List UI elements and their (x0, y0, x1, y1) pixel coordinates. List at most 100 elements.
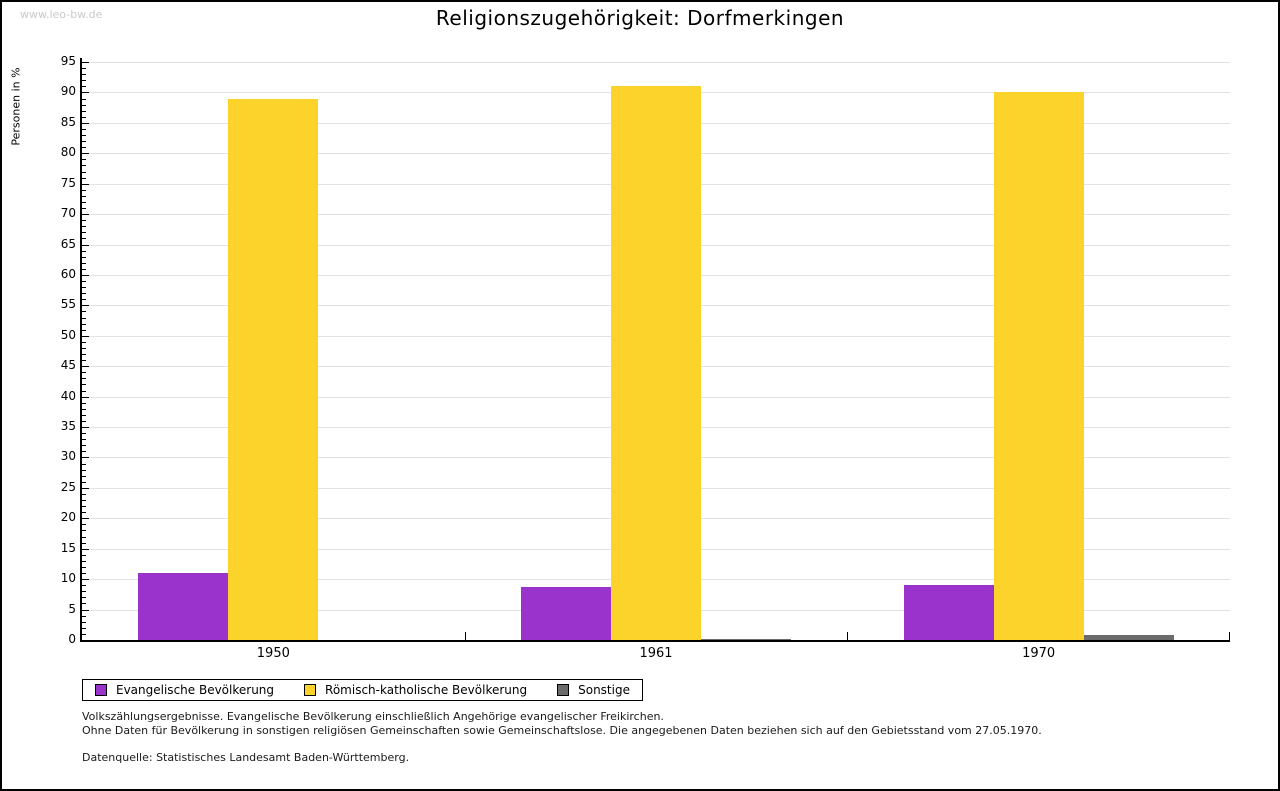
y-major-tick-90 (82, 92, 89, 94)
y-minor-tick-9 (82, 585, 86, 587)
legend-item-evangelisch: Evangelische Bevölkerung (95, 683, 274, 697)
y-minor-tick-28 (82, 469, 86, 471)
y-minor-tick-48 (82, 347, 86, 349)
y-minor-tick-51 (82, 329, 86, 331)
y-minor-tick-29 (82, 463, 86, 465)
y-minor-tick-38 (82, 408, 86, 410)
y-minor-tick-59 (82, 281, 86, 283)
y-minor-tick-67 (82, 232, 86, 234)
y-tick-label-90: 90 (60, 84, 76, 99)
y-minor-tick-13 (82, 560, 86, 562)
y-tick-label-5: 5 (68, 601, 76, 616)
y-minor-tick-36 (82, 420, 86, 422)
legend-label: Römisch-katholische Bevölkerung (325, 683, 528, 697)
y-tick-label-0: 0 (68, 632, 76, 646)
y-major-tick-15 (82, 548, 89, 550)
y-minor-tick-41 (82, 390, 86, 392)
y-minor-tick-37 (82, 414, 86, 416)
y-minor-tick-26 (82, 481, 86, 483)
y-minor-tick-44 (82, 372, 86, 374)
y-minor-tick-18 (82, 530, 86, 532)
y-minor-tick-21 (82, 512, 86, 514)
bar-1961-sonstige (701, 639, 791, 640)
y-minor-tick-76 (82, 177, 86, 179)
y-minor-tick-82 (82, 141, 86, 143)
y-minor-tick-47 (82, 354, 86, 356)
y-tick-label-95: 95 (60, 54, 76, 68)
y-minor-tick-3 (82, 621, 86, 623)
y-minor-tick-77 (82, 171, 86, 173)
y-minor-tick-72 (82, 201, 86, 203)
y-tick-label-35: 35 (60, 419, 76, 434)
y-minor-tick-62 (82, 262, 86, 264)
y-tick-label-75: 75 (60, 175, 76, 190)
x-axis-line (80, 640, 1230, 642)
bar-1961-evangelisch (521, 587, 611, 640)
y-major-tick-85 (82, 122, 89, 124)
bar-1970-evangelisch (904, 585, 994, 640)
y-axis-line (80, 58, 82, 642)
y-tick-label-30: 30 (60, 449, 76, 464)
y-major-tick-95 (82, 62, 89, 63)
y-minor-tick-86 (82, 116, 86, 118)
y-tick-label-60: 60 (60, 266, 76, 281)
y-minor-tick-4 (82, 615, 86, 617)
x-tick-label-1970: 1970 (1022, 646, 1056, 661)
y-minor-tick-61 (82, 268, 86, 270)
y-minor-tick-69 (82, 220, 86, 222)
y-major-tick-60 (82, 274, 89, 276)
y-minor-tick-19 (82, 524, 86, 526)
y-minor-tick-39 (82, 402, 86, 404)
x-tick-label-1950: 1950 (256, 646, 290, 661)
y-minor-tick-91 (82, 86, 86, 88)
y-major-tick-75 (82, 183, 89, 185)
y-minor-tick-54 (82, 311, 86, 313)
data-source: Datenquelle: Statistisches Landesamt Bad… (82, 751, 410, 764)
y-major-tick-45 (82, 366, 89, 368)
y-major-tick-50 (82, 335, 89, 337)
legend-swatch-icon (557, 684, 570, 696)
y-minor-tick-14 (82, 554, 86, 556)
y-tick-label-50: 50 (60, 327, 76, 342)
bar-1961-katholisch (611, 86, 701, 640)
y-major-tick-65 (82, 244, 89, 246)
y-minor-tick-6 (82, 603, 86, 605)
y-minor-tick-73 (82, 195, 86, 197)
y-minor-tick-34 (82, 433, 86, 435)
y-major-tick-35 (82, 427, 89, 429)
y-minor-tick-49 (82, 341, 86, 343)
y-minor-tick-31 (82, 451, 86, 453)
y-minor-tick-27 (82, 475, 86, 477)
y-minor-tick-33 (82, 439, 86, 441)
y-minor-tick-81 (82, 147, 86, 149)
y-minor-tick-7 (82, 597, 86, 599)
y-tick-label-45: 45 (60, 358, 76, 373)
y-minor-tick-57 (82, 293, 86, 295)
y-minor-tick-93 (82, 74, 86, 76)
footnote-line-2: Ohne Daten für Bevölkerung in sonstigen … (82, 724, 1042, 737)
y-major-tick-10 (82, 579, 89, 581)
y-minor-tick-68 (82, 226, 86, 228)
y-minor-tick-53 (82, 317, 86, 319)
legend-label: Sonstige (578, 683, 630, 697)
y-major-tick-80 (82, 153, 89, 155)
y-minor-tick-11 (82, 573, 86, 575)
y-major-tick-5 (82, 609, 89, 611)
y-minor-tick-71 (82, 208, 86, 210)
legend: Evangelische Bevölkerung Römisch-katholis… (82, 679, 643, 701)
y-minor-tick-23 (82, 500, 86, 502)
y-minor-tick-63 (82, 256, 86, 258)
y-minor-tick-94 (82, 68, 86, 70)
bar-1950-evangelisch (138, 573, 228, 640)
y-minor-tick-17 (82, 536, 86, 538)
y-tick-label-10: 10 (60, 571, 76, 586)
footnote: Volkszählungsergebnisse. Evangelische Be… (82, 710, 1042, 738)
y-minor-tick-89 (82, 98, 86, 100)
y-axis-label: Personen in % (9, 67, 23, 146)
y-tick-label-80: 80 (60, 145, 76, 160)
y-tick-label-85: 85 (60, 114, 76, 129)
y-tick-label-40: 40 (60, 388, 76, 403)
y-minor-tick-43 (82, 378, 86, 380)
y-minor-tick-22 (82, 506, 86, 508)
